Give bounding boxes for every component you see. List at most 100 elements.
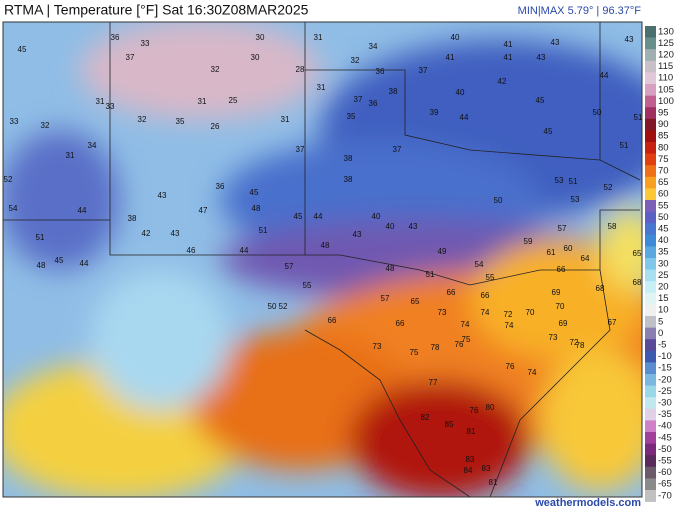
station-temp: 75 <box>410 348 419 357</box>
station-temp: 68 <box>633 278 642 287</box>
station-temp: 44 <box>78 206 87 215</box>
station-temp: 69 <box>552 288 561 297</box>
station-temp: 39 <box>430 108 439 117</box>
colorbar-swatch <box>645 130 656 143</box>
colorbar-swatch <box>645 269 656 282</box>
station-temp: 36 <box>216 182 225 191</box>
station-temp: 43 <box>551 38 560 47</box>
station-temp: 72 <box>570 338 579 347</box>
station-temp: 70 <box>556 302 565 311</box>
station-temp: 37 <box>393 145 402 154</box>
station-temp: 53 <box>571 195 580 204</box>
station-temp: 30 <box>256 33 265 42</box>
colorbar-label: 105 <box>658 84 674 95</box>
colorbar-label: -25 <box>658 386 672 397</box>
station-temp: 34 <box>369 42 378 51</box>
station-temp: 54 <box>475 260 484 269</box>
colorbar-swatch <box>645 165 656 178</box>
colorbar-swatch <box>645 281 656 294</box>
colorbar-label: -35 <box>658 409 672 420</box>
colorbar-swatch <box>645 292 656 305</box>
station-temp: 45 <box>294 212 303 221</box>
colorbar-swatch <box>645 211 656 224</box>
station-temp: 37 <box>354 95 363 104</box>
colorbar-swatch <box>645 443 656 456</box>
station-temp: 44 <box>80 259 89 268</box>
colorbar-label: 30 <box>658 258 669 269</box>
station-temp: 48 <box>252 204 261 213</box>
station-temp: 72 <box>504 310 513 319</box>
station-temp: 31 <box>198 97 207 106</box>
colorbar-label: 10 <box>658 305 669 316</box>
station-temp: 42 <box>142 229 151 238</box>
colorbar-label: 115 <box>658 61 673 72</box>
colorbar-label: -65 <box>658 479 672 490</box>
station-temp: 57 <box>285 262 294 271</box>
station-temp: 41 <box>446 53 455 62</box>
station-temp: 66 <box>481 291 490 300</box>
station-temp: 50 <box>593 108 602 117</box>
station-temp: 73 <box>438 308 447 317</box>
colorbar-label: -15 <box>658 363 672 374</box>
colorbar-label: -55 <box>658 456 672 467</box>
title: RTMA | Temperature [°F] Sat 16:30Z08MAR2… <box>4 2 309 18</box>
station-temp: 84 <box>464 466 473 475</box>
station-temp: 68 <box>596 284 605 293</box>
station-temp: 70 <box>526 308 535 317</box>
station-temp: 43 <box>625 35 634 44</box>
station-temp: 85 <box>445 420 454 429</box>
colorbar-swatch <box>645 49 656 62</box>
station-temp: 34 <box>88 141 97 150</box>
colorbar-label: 45 <box>658 224 669 235</box>
station-temp: 36 <box>111 33 120 42</box>
station-temp: 43 <box>353 230 362 239</box>
colorbar-swatch <box>645 60 656 73</box>
colorbar-label: 15 <box>658 293 669 304</box>
colorbar-label: 130 <box>658 26 674 37</box>
colorbar-swatch <box>645 455 656 468</box>
station-temp: 42 <box>498 77 507 86</box>
station-temp: 35 <box>347 112 356 121</box>
colorbar-label: 120 <box>658 50 674 61</box>
colorbar-label: 85 <box>658 131 669 142</box>
colorbar-label: 90 <box>658 119 669 130</box>
station-temp: 54 <box>9 204 18 213</box>
station-temp: 74 <box>461 320 470 329</box>
colorbar-swatch <box>645 478 656 491</box>
station-temp: 31 <box>281 115 290 124</box>
station-temp: 32 <box>211 65 220 74</box>
colorbar-swatch <box>645 72 656 85</box>
min-max: MIN|MAX 5.79° | 96.37°F <box>518 5 642 17</box>
station-temp: 53 <box>555 176 564 185</box>
colorbar-swatch <box>645 339 656 352</box>
colorbar-swatch <box>645 188 656 201</box>
colorbar-label: 0 <box>658 328 663 339</box>
colorbar-swatch <box>645 397 656 410</box>
colorbar-swatch <box>645 200 656 212</box>
station-temp: 48 <box>386 264 395 273</box>
colorbar-swatch <box>645 107 656 120</box>
colorbar-label: -50 <box>658 444 672 455</box>
station-temp: 45 <box>544 127 553 136</box>
station-temp: 57 <box>558 224 567 233</box>
station-temp: 65 <box>633 249 642 258</box>
station-temp: 45 <box>250 188 259 197</box>
station-temp: 43 <box>537 53 546 62</box>
station-temp: 55 <box>303 281 312 290</box>
station-temp: 44 <box>314 212 323 221</box>
colorbar-label: 35 <box>658 247 669 258</box>
station-temp: 45 <box>18 45 27 54</box>
station-temp: 31 <box>317 83 326 92</box>
colorbar-label: 5 <box>658 316 663 327</box>
colorbar-swatch <box>645 142 656 154</box>
station-temp: 45 <box>55 256 64 265</box>
station-temp: 76 <box>470 406 479 415</box>
station-temp: 75 <box>462 335 471 344</box>
colorbar-swatch <box>645 374 656 386</box>
station-temp: 41 <box>504 53 513 62</box>
colorbar-label: 75 <box>658 154 669 165</box>
temperature-field <box>3 22 642 497</box>
station-temp: 73 <box>373 342 382 351</box>
colorbar-swatch <box>645 327 656 340</box>
